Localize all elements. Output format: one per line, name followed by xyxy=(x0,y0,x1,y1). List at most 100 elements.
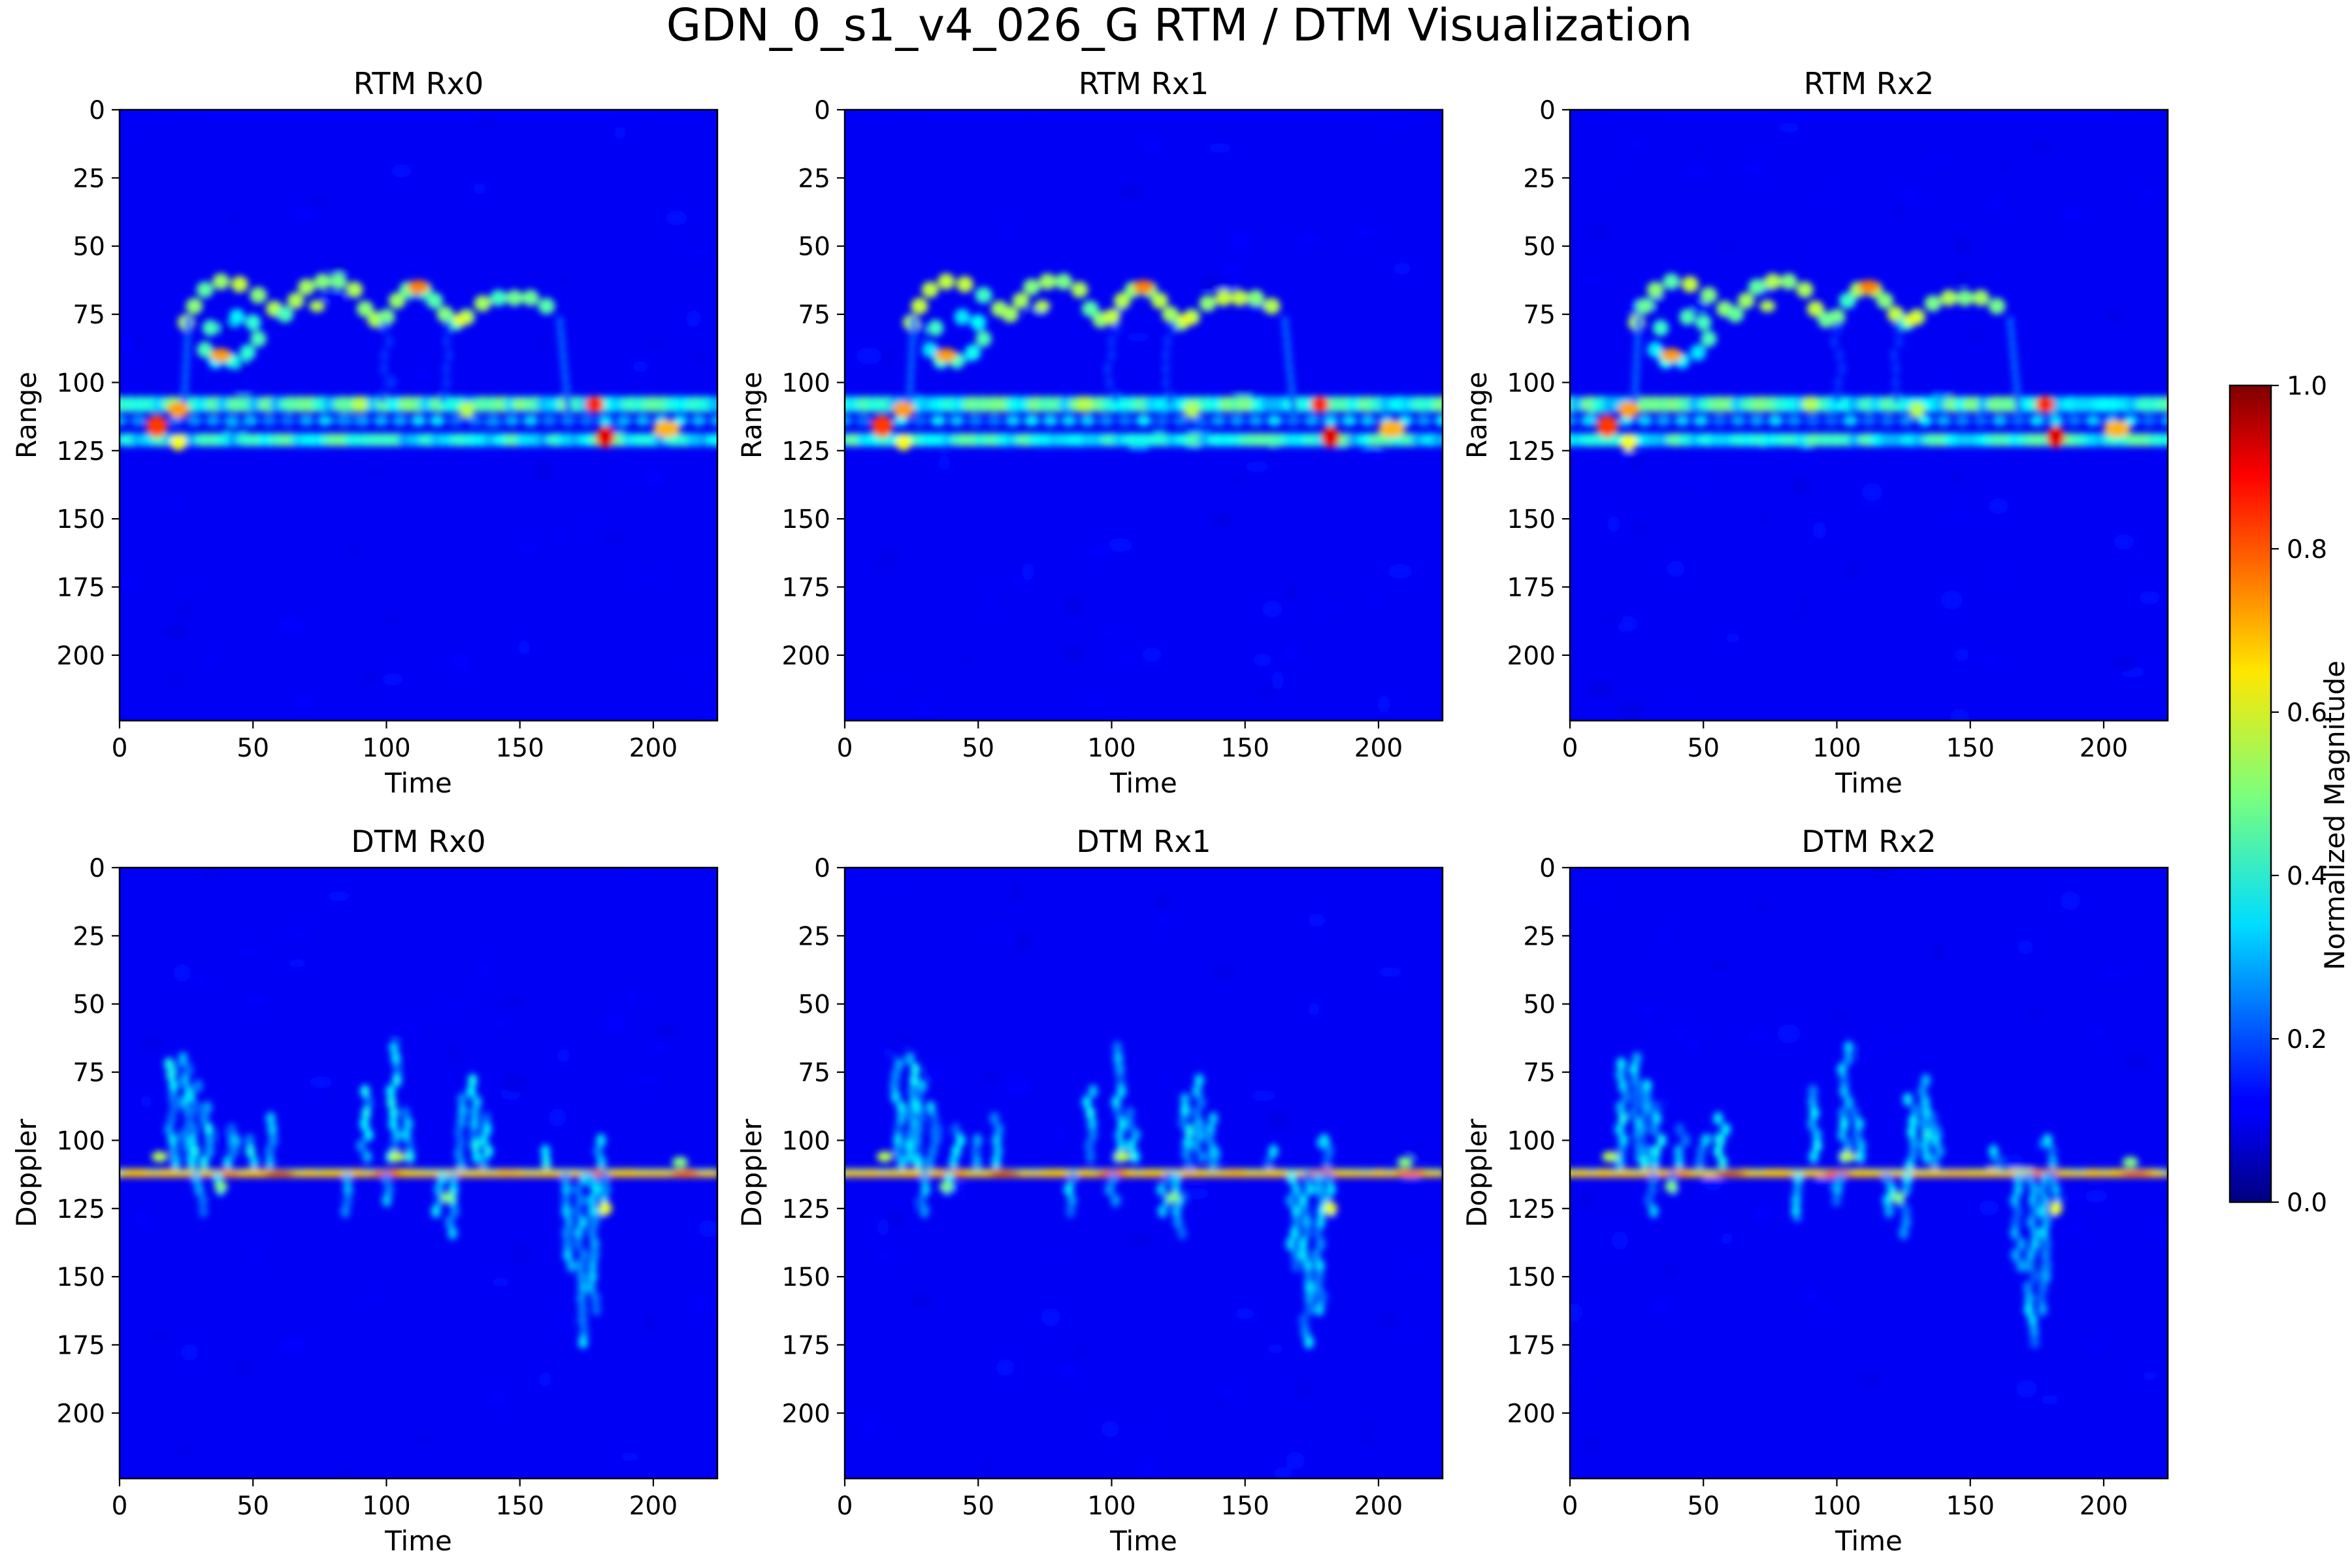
y-tick-label: 25 xyxy=(798,922,830,951)
heatmap-image xyxy=(1570,868,2168,1478)
colorbar-ticks: 0.0 0.2 0.4 0.6 0.8 1.0 xyxy=(2271,372,2327,1218)
x-tick-label: 50 xyxy=(1687,1492,1720,1521)
y-tick-label: 100 xyxy=(57,368,105,398)
heatmap-image xyxy=(1570,110,2168,721)
x-tick-label: 100 xyxy=(362,1492,410,1521)
x-tick-label: 200 xyxy=(629,734,678,763)
y-tick-label: 150 xyxy=(57,505,105,534)
axes-frame xyxy=(843,866,1444,1480)
axes-frame xyxy=(118,866,719,1480)
y-tick-label: 175 xyxy=(57,1331,105,1360)
x-tick-label: 50 xyxy=(237,1492,269,1521)
y-tick-label: 0 xyxy=(89,96,105,125)
y-tick-label: 0 xyxy=(814,96,830,125)
y-tick-label: 200 xyxy=(782,642,830,671)
x-axis-label: Time xyxy=(1835,1525,1903,1557)
y-axis-label: Doppler xyxy=(736,1119,768,1228)
y-tick-label: 0 xyxy=(1539,96,1556,125)
x-tick-label: 200 xyxy=(2080,734,2128,763)
x-tick-label: 0 xyxy=(112,1492,128,1521)
y-tick-label: 125 xyxy=(1507,1195,1556,1224)
y-tick-label: 150 xyxy=(1507,505,1556,534)
y-tick-label: 0 xyxy=(1539,854,1556,883)
subplot-dtm-rx2: DTM Rx2 0 50 100 150 200 0 25 50 75 100 125 150 175 20… xyxy=(1461,824,2169,1557)
y-tick-label: 150 xyxy=(57,1263,105,1292)
colorbar-tick-label: 0.2 xyxy=(2287,1025,2327,1054)
x-tick-label: 50 xyxy=(962,1492,994,1521)
subplot-title: DTM Rx1 xyxy=(1076,824,1211,859)
y-tick-label: 175 xyxy=(1507,1331,1556,1360)
y-tick-label: 25 xyxy=(73,164,105,193)
x-axis-label: Time xyxy=(1109,767,1177,799)
subplot-title: RTM Rx1 xyxy=(1079,66,1209,101)
y-tick-label: 50 xyxy=(73,990,105,1020)
x-axis-label: Time xyxy=(1109,1525,1177,1557)
axes-frame xyxy=(118,108,719,722)
x-tick-label: 50 xyxy=(962,734,994,763)
y-tick-label: 150 xyxy=(1507,1263,1556,1292)
colorbar-tick-label: 0.0 xyxy=(2287,1188,2327,1218)
subplot-title: RTM Rx2 xyxy=(1804,66,1934,101)
figure-title: GDN_0_s1_v4_026_G RTM / DTM Visualizatio… xyxy=(666,0,1693,52)
x-tick-label: 200 xyxy=(1354,1492,1403,1521)
y-tick-label: 50 xyxy=(1523,233,1556,262)
y-tick-label: 100 xyxy=(57,1126,105,1156)
subplot-title: DTM Rx0 xyxy=(351,824,485,859)
y-tick-label: 175 xyxy=(57,573,105,602)
y-tick-label: 200 xyxy=(57,642,105,671)
x-tick-label: 0 xyxy=(837,1492,853,1521)
x-tick-label: 0 xyxy=(1562,734,1578,763)
y-tick-label: 75 xyxy=(798,1058,830,1088)
x-tick-label: 150 xyxy=(1220,734,1269,763)
y-tick-label: 25 xyxy=(798,164,830,193)
colorbar-tick-label: 1.0 xyxy=(2287,372,2327,401)
y-tick-label: 100 xyxy=(1507,1126,1556,1156)
y-tick-label: 175 xyxy=(782,1331,830,1360)
x-tick-label: 150 xyxy=(495,734,544,763)
x-tick-label: 150 xyxy=(495,1492,544,1521)
x-tick-label: 100 xyxy=(362,734,410,763)
y-tick-label: 75 xyxy=(73,301,105,330)
x-tick-label: 50 xyxy=(237,734,269,763)
axes-frame xyxy=(1569,866,2169,1480)
y-tick-label: 0 xyxy=(89,854,105,883)
y-tick-label: 200 xyxy=(1507,642,1556,671)
y-axis-label: Doppler xyxy=(1461,1119,1493,1228)
x-tick-label: 100 xyxy=(1812,1492,1861,1521)
heatmap-image xyxy=(845,110,1443,721)
y-tick-label: 200 xyxy=(57,1399,105,1429)
y-tick-label: 50 xyxy=(73,233,105,262)
subplot-title: DTM Rx2 xyxy=(1801,824,1936,859)
y-tick-label: 125 xyxy=(782,437,830,466)
x-tick-label: 0 xyxy=(837,734,853,763)
x-tick-label: 100 xyxy=(1087,734,1135,763)
y-tick-label: 125 xyxy=(782,1195,830,1224)
x-tick-label: 100 xyxy=(1087,1492,1135,1521)
y-tick-label: 75 xyxy=(798,301,830,330)
y-tick-label: 50 xyxy=(798,233,830,262)
y-tick-label: 25 xyxy=(1523,922,1556,951)
y-tick-label: 150 xyxy=(782,1263,830,1292)
colorbar-gradient xyxy=(2230,385,2271,1202)
x-tick-label: 50 xyxy=(1687,734,1720,763)
subplot-title: RTM Rx0 xyxy=(353,66,483,101)
heatmap-image xyxy=(120,868,717,1478)
y-tick-label: 200 xyxy=(1507,1399,1556,1429)
y-tick-label: 25 xyxy=(73,922,105,951)
x-tick-label: 150 xyxy=(1220,1492,1269,1521)
x-tick-label: 150 xyxy=(1946,1492,1994,1521)
y-tick-label: 75 xyxy=(1523,301,1556,330)
x-axis-label: Time xyxy=(384,767,452,799)
y-tick-label: 100 xyxy=(782,368,830,398)
colorbar-frame xyxy=(2229,384,2272,1203)
y-tick-label: 175 xyxy=(1507,573,1556,602)
x-axis-label: Time xyxy=(384,1525,452,1557)
colorbar-tick-label: 0.8 xyxy=(2287,535,2327,564)
y-axis-label: Range xyxy=(10,372,42,459)
colorbar: 0.0 0.2 0.4 0.6 0.8 1.0 Normalized Magnitude xyxy=(2229,372,2351,1218)
x-tick-label: 0 xyxy=(1562,1492,1578,1521)
y-tick-label: 200 xyxy=(782,1399,830,1429)
y-tick-label: 50 xyxy=(798,990,830,1020)
y-tick-label: 150 xyxy=(782,505,830,534)
